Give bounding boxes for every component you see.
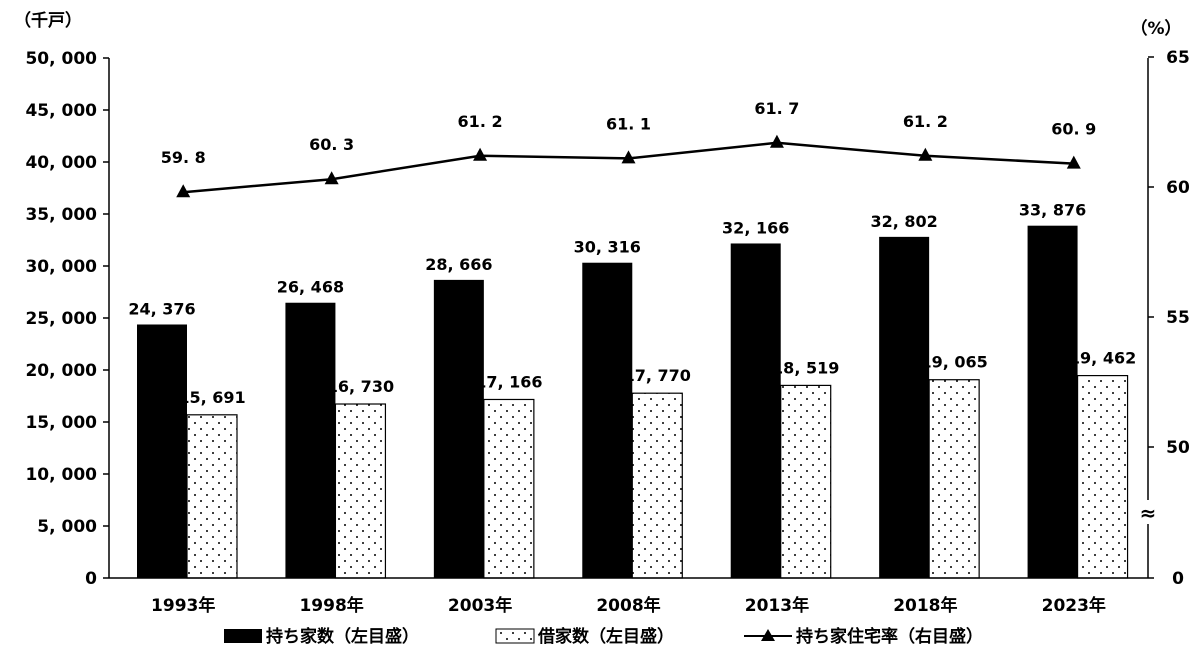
rate-point — [769, 134, 784, 148]
left-tick-label: 20, 000 — [25, 361, 97, 381]
right-tick-label: 50 — [1166, 438, 1190, 458]
bar-label-owned: 32, 166 — [722, 218, 789, 237]
rate-label: 60. 3 — [309, 135, 354, 154]
rate-point — [324, 171, 339, 185]
left-tick-label: 50, 000 — [25, 49, 97, 69]
bar-rented — [631, 392, 683, 579]
bar-owned — [1027, 225, 1078, 578]
legend-item-rate: 持ち家住宅率（右目盛） — [744, 626, 983, 647]
bar-owned — [433, 279, 484, 578]
left-tick-label: 15, 000 — [25, 413, 97, 433]
bar-owned — [582, 262, 633, 578]
bar-owned — [137, 324, 187, 578]
left-tick-label: 5, 000 — [37, 517, 97, 537]
bar-label-rented: 19, 462 — [1069, 349, 1136, 368]
rate-label: 60. 9 — [1051, 120, 1096, 139]
right-tick-label: 65 — [1166, 48, 1190, 68]
left-tick-label: 45, 000 — [25, 101, 97, 121]
bar-rented — [1076, 374, 1129, 579]
legend: 持ち家数（左目盛） 借家数（左目盛） 持ち家住宅率（右目盛） — [224, 626, 983, 647]
left-tick-label: 0 — [85, 569, 97, 589]
right-tick-label: 60 — [1166, 178, 1190, 198]
category-label: 2023年 — [1042, 595, 1106, 616]
rate-point — [473, 147, 488, 161]
bar-rented — [780, 384, 832, 579]
legend-item-rented: 借家数（左目盛） — [495, 626, 674, 647]
right-axis-ticks: 0 50 55 60 65 — [1148, 48, 1190, 589]
bar-owned — [285, 302, 336, 578]
bar-rented — [186, 414, 238, 579]
axis-break-symbol: ≈ — [1140, 501, 1157, 525]
rate-label: 61. 7 — [754, 99, 799, 118]
bar-rented — [483, 398, 535, 579]
rate-label: 59. 8 — [161, 148, 206, 167]
left-tick-label: 30, 000 — [25, 257, 97, 277]
bars — [137, 225, 1129, 579]
rate-point — [176, 184, 191, 198]
category-label: 2013年 — [745, 595, 809, 616]
category-label: 1998年 — [299, 595, 363, 616]
legend-label-rate: 持ち家住宅率（右目盛） — [796, 626, 983, 647]
bar-label-owned: 32, 802 — [870, 212, 937, 231]
category-labels: 1993年 1998年 2003年 2008年 2013年 2018年 2023年 — [151, 595, 1106, 616]
right-tick-label: 0 — [1172, 569, 1184, 589]
bar-label-owned: 30, 316 — [574, 238, 641, 257]
legend-marker-rate — [761, 629, 775, 641]
category-label: 2003年 — [448, 595, 512, 616]
axis-break: ≈ — [1140, 500, 1157, 525]
bar-label-rented: 17, 166 — [475, 372, 542, 391]
bar-label-rented: 16, 730 — [327, 377, 394, 396]
bar-data-labels: 24, 376 15, 691 26, 468 16, 730 28, 666 17, 1… — [128, 201, 1136, 407]
category-label: 2018年 — [893, 595, 957, 616]
legend-swatch-owned — [224, 629, 262, 643]
bar-rented — [334, 403, 387, 579]
bar-owned — [879, 236, 930, 579]
legend-item-owned: 持ち家数（左目盛） — [224, 626, 419, 647]
legend-swatch-rented — [495, 628, 535, 644]
bar-owned — [730, 243, 781, 578]
legend-label-owned: 持ち家数（左目盛） — [266, 626, 419, 647]
rate-label: 61. 2 — [458, 112, 503, 131]
bar-label-owned: 28, 666 — [425, 255, 492, 274]
category-label: 1993年 — [151, 595, 215, 616]
right-tick-label: 55 — [1166, 308, 1190, 328]
legend-label-rented: 借家数（左目盛） — [537, 626, 674, 647]
bar-label-owned: 24, 376 — [128, 299, 195, 318]
bar-label-rented: 17, 770 — [624, 366, 691, 385]
left-tick-label: 35, 000 — [25, 205, 97, 225]
bar-label-rented: 15, 691 — [178, 388, 245, 407]
rate-label: 61. 1 — [606, 114, 651, 133]
bar-rented — [928, 379, 980, 579]
bar-label-rented: 19, 065 — [920, 353, 987, 372]
left-tick-label: 40, 000 — [25, 153, 97, 173]
rate-point — [1066, 155, 1081, 169]
rate-point — [621, 150, 636, 164]
category-label: 2008年 — [596, 595, 660, 616]
bar-label-owned: 26, 468 — [277, 278, 344, 297]
left-axis-unit: （千戸） — [14, 10, 82, 31]
bar-label-rented: 18, 519 — [772, 358, 839, 377]
rate-point — [918, 147, 933, 161]
right-axis-unit: （%） — [1130, 18, 1181, 39]
left-axis-ticks: 0 5, 000 10, 000 15, 000 20, 000 25, 000 30, 0… — [25, 49, 109, 589]
ownership-rate-line: 59. 8 60. 3 61. 2 61. 1 61. 7 61. 2 60. 9 — [161, 99, 1096, 198]
rate-label: 61. 2 — [903, 112, 948, 131]
left-tick-label: 25, 000 — [25, 309, 97, 329]
bar-label-owned: 33, 876 — [1019, 201, 1086, 220]
left-tick-label: 10, 000 — [25, 465, 97, 485]
